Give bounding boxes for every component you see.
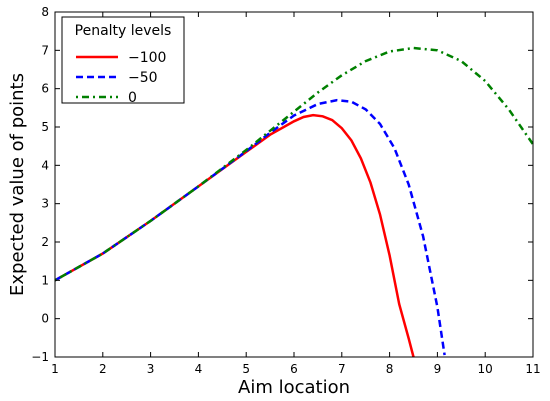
x-tick-label: 1 xyxy=(51,362,59,376)
legend-box xyxy=(61,16,185,104)
y-tick-label: 5 xyxy=(41,120,49,134)
x-tick-label: 11 xyxy=(525,362,540,376)
legend-title: Penalty levels xyxy=(75,23,172,39)
series-line-1 xyxy=(54,98,446,356)
x-tick-label: 10 xyxy=(478,362,493,376)
y-tick-label: −1 xyxy=(31,350,49,364)
legend-entries: −100 −50 0 xyxy=(76,50,166,106)
x-tick-label: 3 xyxy=(147,362,155,376)
legend-label-0: −100 xyxy=(128,50,166,66)
x-axis-label: Aim location xyxy=(238,377,350,398)
x-tick-label: 7 xyxy=(338,362,346,376)
x-tick-label: 8 xyxy=(386,362,394,376)
legend: Penalty levels −100 −50 0 xyxy=(61,16,185,106)
y-tick-label: 7 xyxy=(41,43,49,57)
x-tick-label: 2 xyxy=(99,362,107,376)
y-tick-label: 8 xyxy=(41,5,49,19)
x-tick-label: 6 xyxy=(290,362,298,376)
y-tick-label: 2 xyxy=(41,235,49,249)
y-tick-label: 6 xyxy=(41,82,49,96)
ticks-layer: 1 2 3 4 5 6 7 8 9 10 11 −1 0 1 2 3 4 5 6 7 8 xyxy=(31,5,540,376)
x-tick-label: 9 xyxy=(434,362,442,376)
y-tick-label: 1 xyxy=(41,273,49,287)
y-tick-label: 3 xyxy=(41,197,49,211)
y-tick-label: 4 xyxy=(41,158,49,172)
series-layer xyxy=(54,46,535,358)
legend-label-1: −50 xyxy=(128,70,158,86)
x-tick-label: 5 xyxy=(242,362,250,376)
y-axis-label: Expected value of points xyxy=(7,73,28,296)
x-tick-label: 4 xyxy=(195,362,203,376)
legend-label-2: 0 xyxy=(128,90,137,106)
y-tick-label: 0 xyxy=(41,312,49,326)
series-line-0 xyxy=(54,113,415,358)
